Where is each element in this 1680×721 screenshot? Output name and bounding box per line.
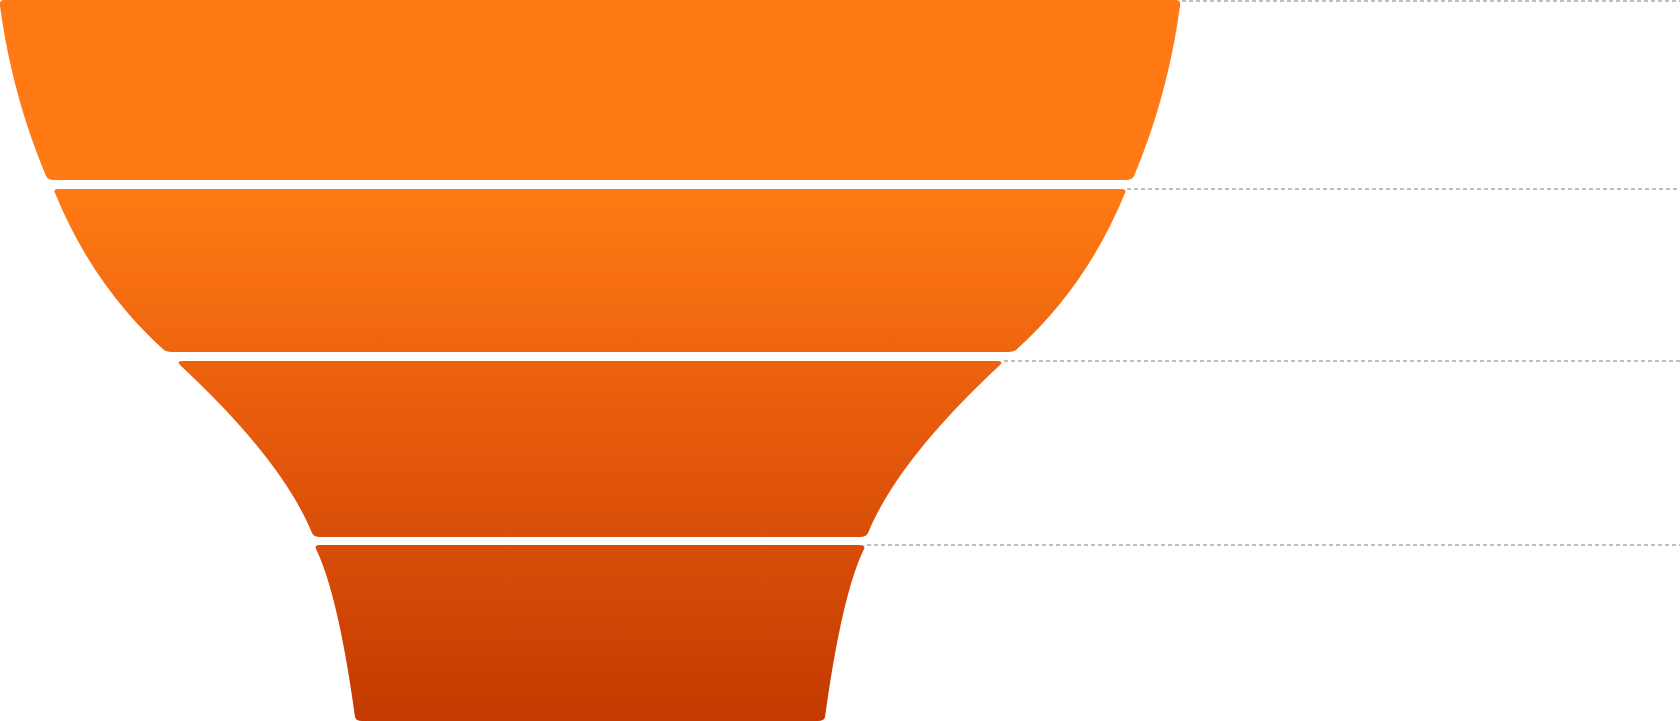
funnel-stage	[178, 361, 1002, 537]
funnel-stage	[315, 545, 865, 721]
funnel-stage	[0, 0, 1181, 180]
funnel-stage	[54, 189, 1126, 352]
